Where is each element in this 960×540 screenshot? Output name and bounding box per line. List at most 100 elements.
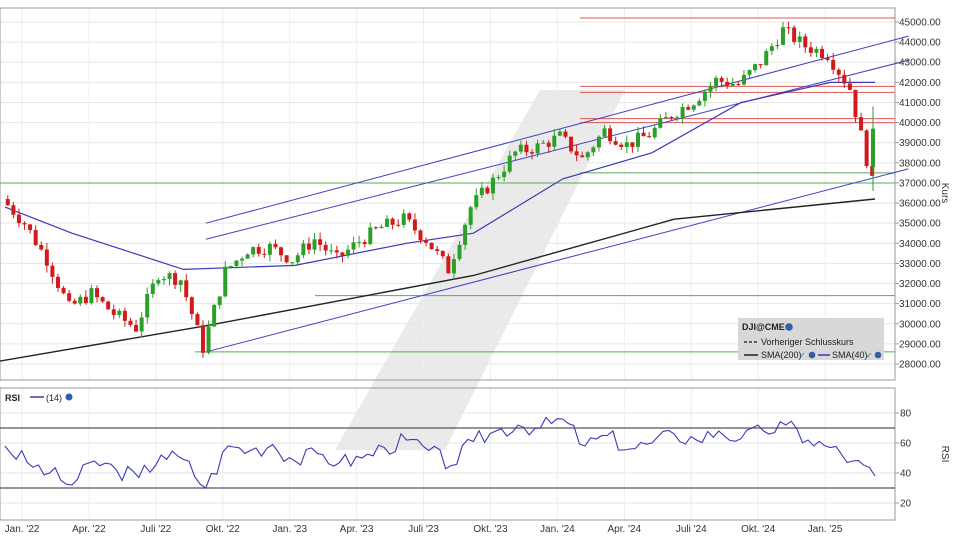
candle-up <box>658 118 663 128</box>
candle-up <box>312 239 317 250</box>
candle-down <box>825 57 830 60</box>
candle-up <box>691 105 696 110</box>
trend-lines <box>205 35 909 353</box>
candle-up <box>502 171 507 178</box>
candle-down <box>446 256 451 274</box>
price-y-tick-label: 44000.00 <box>899 38 941 49</box>
candle-down <box>424 240 429 243</box>
candle-down <box>524 144 529 153</box>
candle-down <box>630 142 635 147</box>
x-tick-label: Okt. '23 <box>473 524 508 535</box>
x-tick-label: Juli '24 <box>676 524 707 535</box>
price-y-axis-label: Kurs <box>939 183 950 204</box>
price-y-tick-label: 28000.00 <box>899 360 941 371</box>
rsi-grid <box>0 388 895 520</box>
rsi-title: RSI <box>5 393 20 403</box>
candle-up <box>206 326 211 353</box>
candle-down <box>831 59 836 70</box>
candle-up <box>702 91 707 101</box>
price-y-tick-label: 38000.00 <box>899 158 941 169</box>
candle-up <box>602 128 607 137</box>
candle-down <box>407 213 412 220</box>
check-icon[interactable]: ✓ <box>866 351 873 360</box>
candle-up <box>401 213 406 225</box>
candle-up <box>468 207 473 225</box>
candle-up <box>379 226 384 229</box>
candle-up <box>871 128 875 167</box>
candle-up <box>89 288 94 304</box>
candle-down <box>44 249 49 266</box>
x-tick-label: Apr. '23 <box>340 524 374 535</box>
candle-down <box>758 64 763 66</box>
candle-down <box>334 250 339 253</box>
candle-down <box>306 243 311 250</box>
candle-down <box>33 230 38 246</box>
price-y-tick-label: 39000.00 <box>899 138 941 149</box>
legend-sma200-label: SMA(200) <box>761 350 802 360</box>
candle-up <box>150 283 155 295</box>
candle-down <box>870 166 875 176</box>
candle-down <box>574 151 579 156</box>
info-icon[interactable] <box>874 351 882 359</box>
candle-down <box>173 273 178 285</box>
candle-up <box>507 155 512 172</box>
candle-up <box>156 280 161 284</box>
candle-down <box>736 83 741 85</box>
candle-up <box>463 224 468 245</box>
candle-down <box>859 117 864 131</box>
candle-down <box>608 128 613 142</box>
candle-up <box>652 127 657 138</box>
candle-up <box>663 117 668 119</box>
rsi-bands <box>0 427 895 489</box>
watermark-logo <box>335 90 625 450</box>
candle-down <box>836 69 841 75</box>
candle-down <box>396 224 401 226</box>
candle-down <box>429 242 434 250</box>
candle-down <box>284 255 289 263</box>
candle-up <box>178 280 183 285</box>
candle-up <box>267 243 272 255</box>
candle-up <box>295 255 300 263</box>
candle-down <box>273 243 278 248</box>
trend-channel-line <box>205 59 909 240</box>
x-axis-ticks: Jan. '22 Apr. '22 Juli '22 Okt. '22 Jan. '23… <box>5 524 843 535</box>
x-tick-label: Juli '22 <box>140 524 171 535</box>
x-tick-label: Jan. '22 <box>5 524 40 535</box>
candle-down <box>122 310 127 321</box>
candle-down <box>50 265 55 277</box>
horizontal-levels <box>0 17 895 353</box>
candle-down <box>820 48 825 58</box>
legend-sma40-label: SMA(40) <box>832 350 868 360</box>
price-y-tick-label: 42000.00 <box>899 78 941 89</box>
rsi-y-tick-label: 60 <box>900 439 912 450</box>
legend-title: DJI@CME <box>742 322 785 332</box>
candle-up <box>585 152 590 158</box>
candle-up <box>217 296 222 306</box>
candle-down <box>318 239 323 245</box>
sma200-line <box>0 198 876 362</box>
candle-down <box>100 297 105 302</box>
candle-down <box>435 249 440 251</box>
x-tick-label: Okt. '24 <box>741 524 776 535</box>
candle-up <box>596 136 601 148</box>
check-icon[interactable]: ✓ <box>799 351 806 360</box>
candle-down <box>61 287 66 294</box>
candle-up <box>680 107 685 118</box>
candle-up <box>329 250 334 252</box>
candle-down <box>279 247 284 256</box>
info-icon[interactable] <box>808 351 816 359</box>
rsi-path <box>4 416 876 489</box>
price-y-tick-label: 36000.00 <box>899 199 941 210</box>
x-tick-label: Jan. '24 <box>540 524 575 535</box>
info-icon[interactable] <box>785 323 793 331</box>
candle-down <box>11 205 16 215</box>
x-tick-label: Apr. '22 <box>72 524 106 535</box>
rsi-y-tick-label: 20 <box>900 499 912 510</box>
candle-up <box>240 258 245 261</box>
candle-down <box>803 36 808 48</box>
candle-down <box>864 130 869 167</box>
candle-down <box>580 155 585 158</box>
x-tick-label: Okt. '22 <box>206 524 241 535</box>
info-icon[interactable] <box>65 393 73 401</box>
candle-up <box>161 278 166 281</box>
